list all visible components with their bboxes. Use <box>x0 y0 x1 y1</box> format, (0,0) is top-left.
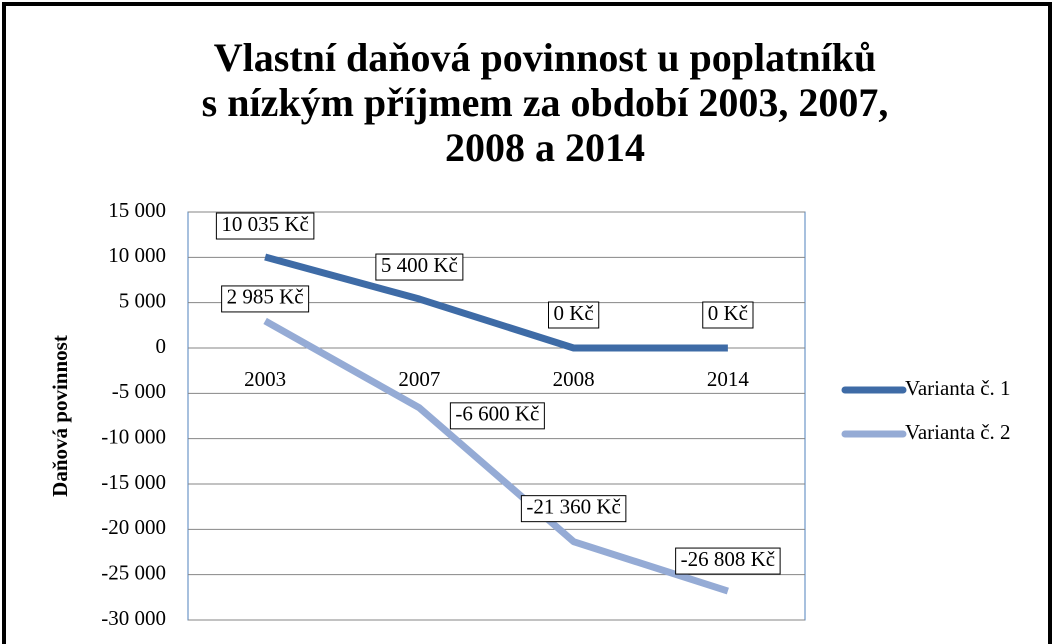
data-label-box <box>221 285 310 313</box>
data-label: 10 035 Kč <box>221 212 309 236</box>
y-tick-label: -5 000 <box>112 379 166 403</box>
data-label: -26 808 Kč <box>681 547 775 571</box>
data-label-box <box>675 547 781 575</box>
x-tick-label: 2008 <box>553 367 595 391</box>
legend-label: Varianta č. 1 <box>905 376 1011 400</box>
data-label-box <box>520 495 627 523</box>
chart-title: s nízkým příjmem za období 2003, 2007, <box>202 80 889 125</box>
y-tick-label: -10 000 <box>101 424 166 448</box>
legend-label: Varianta č. 2 <box>905 420 1011 444</box>
x-tick-label: 2014 <box>707 367 750 391</box>
data-label-box <box>702 301 754 329</box>
x-tick-label: 2007 <box>398 367 440 391</box>
chart-title: 2008 a 2014 <box>445 125 645 170</box>
y-tick-label: 15 000 <box>108 198 166 222</box>
y-axis-title: Daňová povinnost <box>48 335 72 497</box>
x-tick-label: 2003 <box>244 367 286 391</box>
chart-title: Vlastní daňová povinnost u poplatníků <box>214 35 877 80</box>
data-label-box <box>548 301 600 329</box>
data-label-box <box>215 212 315 240</box>
data-label-box <box>449 402 545 430</box>
y-tick-label: -25 000 <box>101 560 166 584</box>
data-label: 0 Kč <box>554 301 594 325</box>
y-tick-label: 0 <box>156 334 167 358</box>
data-label-box <box>375 253 464 281</box>
y-tick-label: 5 000 <box>119 288 166 312</box>
line <box>263 317 729 595</box>
data-label: -21 360 Kč <box>526 494 620 518</box>
data-label: 5 400 Kč <box>381 253 458 277</box>
data-label: 0 Kč <box>708 301 748 325</box>
line <box>264 253 728 352</box>
data-label: 2 985 Kč <box>227 285 304 309</box>
y-tick-label: -15 000 <box>101 470 166 494</box>
data-label: -6 600 Kč <box>455 402 539 426</box>
y-tick-label: 10 000 <box>108 243 166 267</box>
y-tick-label: -20 000 <box>101 515 166 539</box>
y-tick-label: -30 000 <box>101 606 166 630</box>
